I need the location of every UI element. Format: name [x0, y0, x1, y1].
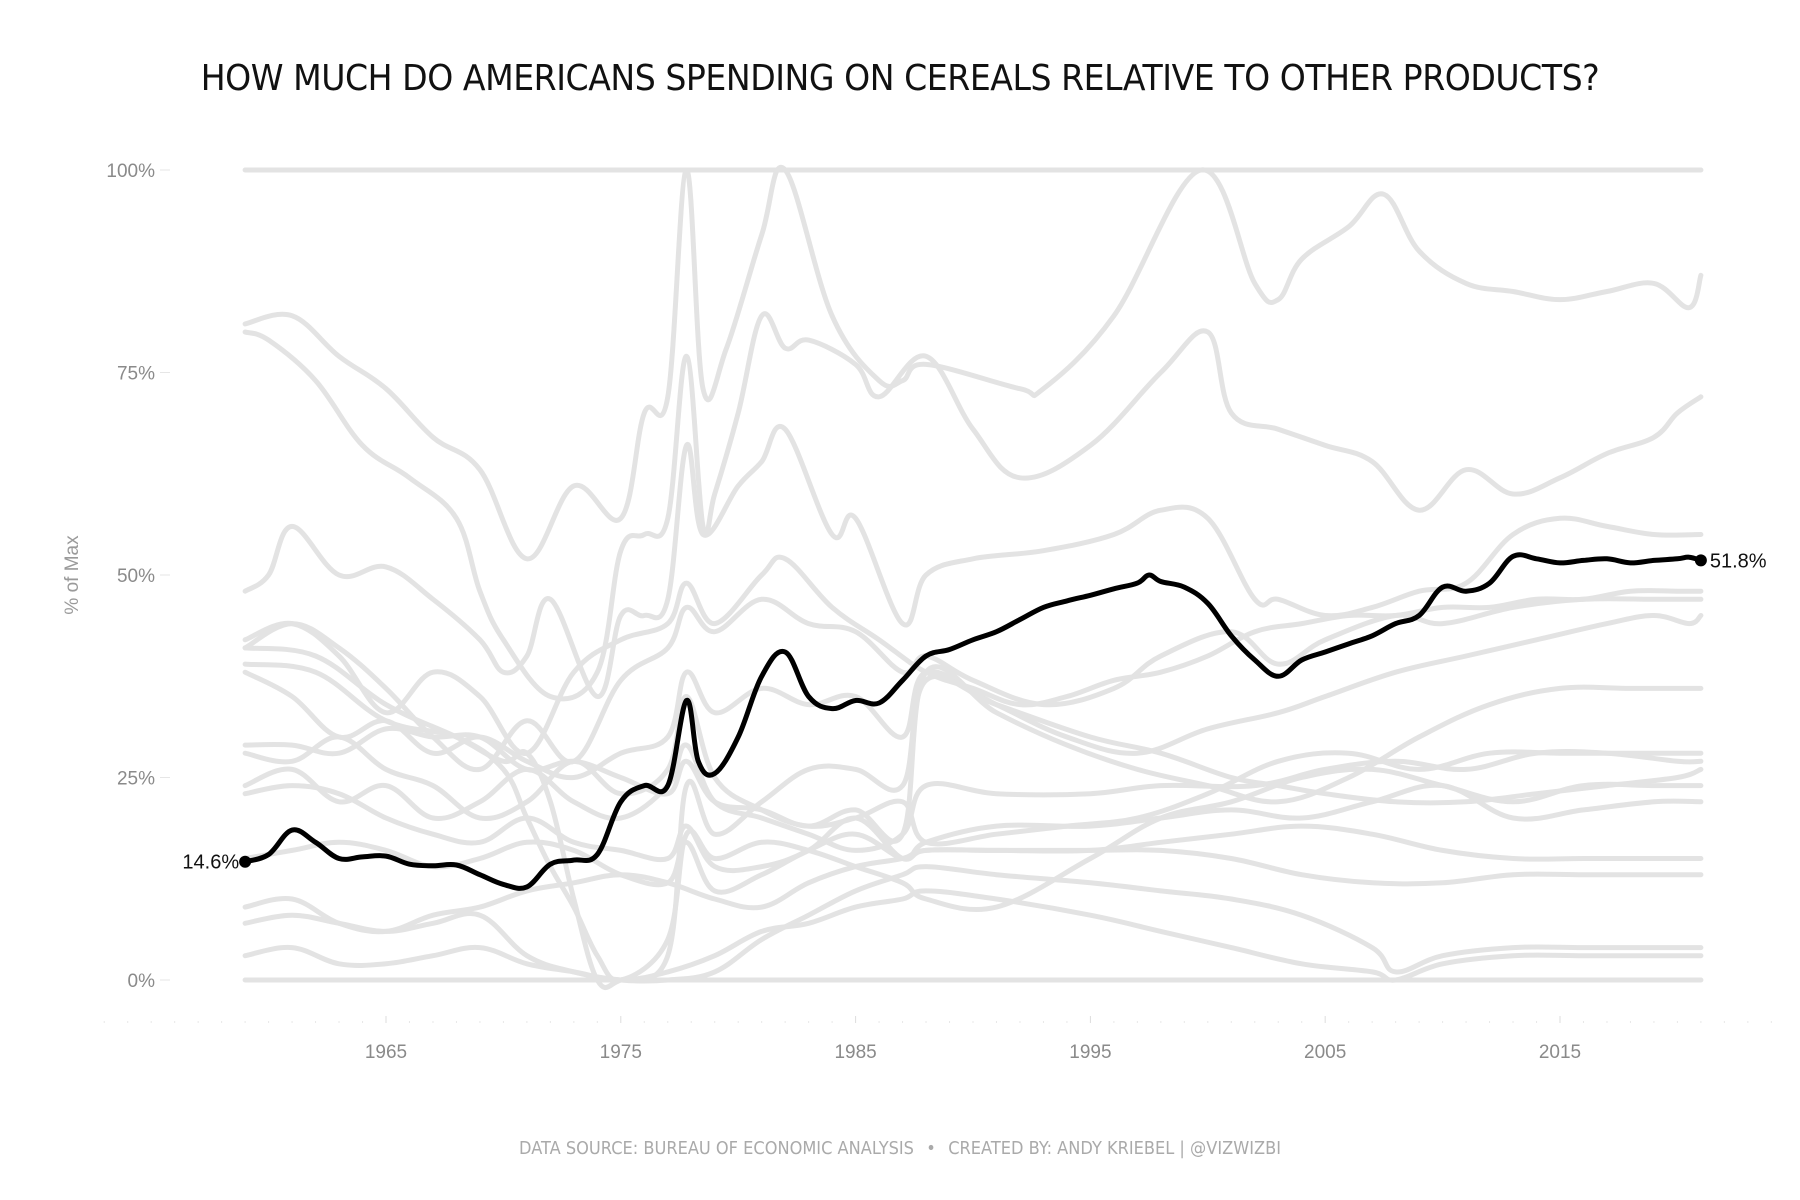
series-line-context — [242, 424, 1704, 699]
footer-source: DATA SOURCE: BUREAU OF ECONOMIC ANALYSIS — [519, 1138, 914, 1159]
y-tick-label: 100% — [106, 161, 155, 182]
footer-credit: CREATED BY: ANDY KRIEBEL | @VIZWIZBI — [948, 1138, 1281, 1159]
x-tick-label: 2005 — [1304, 1042, 1346, 1063]
end-value-label: 51.8% — [1710, 550, 1767, 572]
series-line-context — [242, 311, 1704, 702]
y-tick-label: 75% — [117, 364, 155, 385]
x-tick-label: 1965 — [365, 1042, 407, 1063]
y-axis: 0% 25% 50% 75% 100% — [106, 161, 170, 992]
y-tick-label: 50% — [117, 566, 155, 587]
start-value-label: 14.6% — [182, 852, 239, 874]
footer-separator: • — [926, 1138, 936, 1159]
chart-title: HOW MUCH DO AMERICANS SPENDING ON CEREAL… — [200, 58, 1600, 99]
x-tick-label: 1995 — [1069, 1042, 1111, 1063]
highlight-series-group — [242, 552, 1704, 891]
series-line-context — [242, 645, 1704, 991]
series-line-context — [242, 782, 1704, 874]
y-axis-title: % of Max — [62, 535, 83, 615]
x-tick-label: 1975 — [600, 1042, 642, 1063]
y-tick-label: 0% — [128, 971, 156, 992]
footer: DATA SOURCE: BUREAU OF ECONOMIC ANALYSIS… — [90, 1138, 1710, 1159]
series-line-context — [242, 596, 1704, 772]
x-tick-label: 2015 — [1539, 1042, 1581, 1063]
context-series-group — [242, 164, 1704, 991]
series-line-context — [242, 164, 1704, 562]
series-line-context — [242, 661, 1704, 983]
series-line-context — [242, 823, 1704, 895]
series-line-context — [242, 664, 1704, 844]
series-line-context — [242, 864, 1704, 984]
x-tick-label: 1985 — [834, 1042, 876, 1063]
y-tick-label: 25% — [117, 769, 155, 790]
x-axis: 1965 1975 1985 1995 2005 2015 — [103, 1016, 1772, 1063]
series-line-context — [242, 847, 1704, 935]
series-line-context — [242, 742, 1704, 853]
start-point-marker — [239, 855, 252, 868]
annotations: 14.6% 51.8% — [182, 550, 1766, 873]
series-line-context — [242, 888, 1704, 983]
series-line-context — [242, 693, 1704, 847]
series-line-cereals — [242, 552, 1704, 891]
end-point-marker — [1694, 554, 1707, 567]
